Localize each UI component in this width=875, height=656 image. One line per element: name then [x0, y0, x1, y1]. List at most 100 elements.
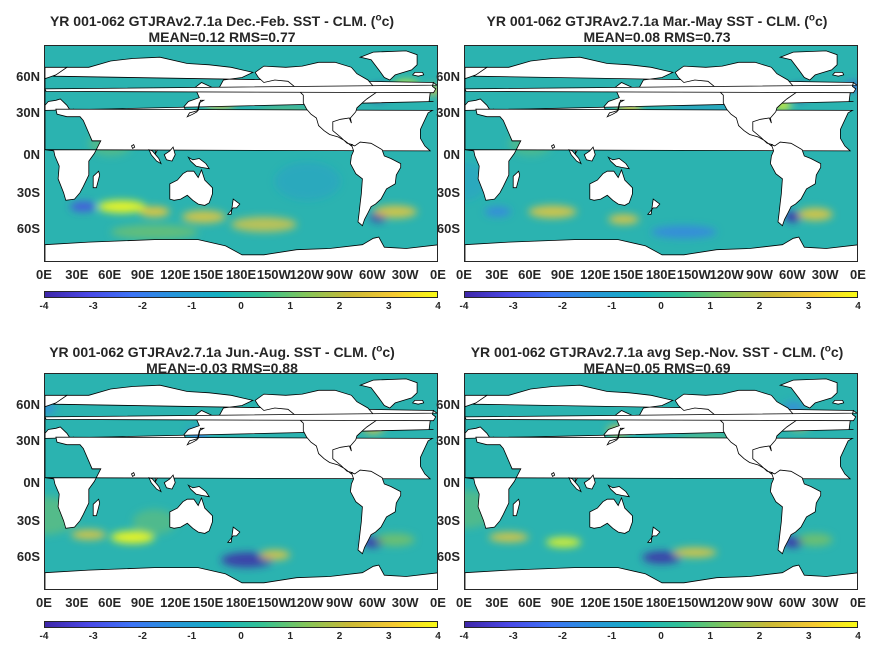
lon-tick-label: 120E [580, 267, 611, 282]
lat-tick-label: 0N [443, 475, 460, 490]
lon-tick-label: 180E [645, 267, 677, 282]
anomaly-patch [259, 549, 291, 561]
title-text: YR 001-062 GTJRAv2.7.1a Mar.-May SST - C… [486, 12, 809, 29]
lat-tick-label: 30N [16, 433, 40, 448]
lon-tick-label: 0E [36, 595, 52, 610]
land-mass [349, 141, 402, 227]
land-mass [607, 156, 631, 170]
anomaly-patch [484, 206, 511, 217]
land-mass [187, 484, 211, 498]
title-degree: o [376, 343, 383, 354]
lon-tick-label: 180E [225, 595, 257, 610]
lat-tick-label: 60N [436, 397, 460, 412]
lon-tick-label: 60E [518, 267, 542, 282]
panel-title: YR 001-062 GTJRAv2.7.1a Mar.-May SST - C… [437, 10, 875, 45]
lon-tick-label: 90W [746, 267, 773, 282]
colorbar-tick-label: -3 [88, 631, 98, 642]
lon-tick-label: 180E [645, 595, 677, 610]
land-mass [148, 477, 162, 493]
land-mass [512, 170, 521, 189]
colorbar-ticks: -4 -3 -2 -1 0 1 2 3 4 [460, 301, 861, 315]
land-mass [465, 81, 857, 94]
land-mass [831, 399, 845, 405]
lon-tick-label: 60W [778, 595, 806, 610]
lon-tick-label: 120W [289, 595, 324, 610]
title-line: YR 001-062 GTJRAv2.7.1a avg Sep.-Nov. SS… [471, 343, 844, 360]
lon-tick-label: 150E [192, 595, 224, 610]
anomaly-patch [672, 547, 717, 558]
land-mass [45, 564, 437, 589]
anomaly-patch [274, 162, 341, 201]
land-mass [465, 394, 489, 439]
land-mass [465, 66, 489, 111]
anomaly-patch [110, 224, 199, 240]
colorbar-tick-label: -1 [607, 301, 617, 312]
land-mass [550, 144, 556, 149]
land-mass [92, 498, 101, 517]
colorbar-tick-label: 1 [707, 631, 714, 642]
panel-title: YR 001-062 GTJRAv2.7.1a Dec.-Feb. SST - … [2, 10, 442, 45]
panel-title: YR 001-062 GTJRAv2.7.1a avg Sep.-Nov. SS… [437, 341, 875, 376]
map-plot-area [44, 373, 438, 590]
colorbar-tick-label: -4 [459, 301, 469, 312]
land-mass [169, 168, 213, 206]
land-mass [465, 409, 857, 422]
lon-tick-label: 120E [160, 595, 191, 610]
lat-tick-label: 0N [23, 475, 40, 490]
anomaly-patch [181, 210, 226, 224]
sst-map [45, 374, 437, 589]
lon-tick-label: 90W [326, 267, 353, 282]
land-mass [589, 168, 633, 206]
panel-stats: MEAN=-0.03 RMS=0.88 [146, 359, 298, 376]
lat-tick-label: 30S [16, 513, 40, 528]
land-mass [163, 146, 176, 162]
lat-tick-label: 60N [16, 69, 40, 84]
anomaly-patch [784, 211, 803, 222]
land-mass [583, 474, 596, 490]
land-mass [769, 141, 822, 227]
colorbar-tick-label: -3 [88, 301, 98, 312]
lon-tick-label: 30W [391, 595, 419, 610]
lon-tick-label: 90W [326, 595, 353, 610]
lon-tick-label: 180E [225, 267, 257, 282]
lat-tick-label: 60S [436, 221, 460, 236]
land-mass [358, 378, 418, 409]
lon-tick-label: 120W [289, 267, 324, 282]
land-mass [411, 399, 425, 405]
colorbar-tick-label: -4 [39, 301, 49, 312]
land-mass [589, 496, 633, 534]
lon-tick-label: 30E [485, 595, 509, 610]
lat-tick-label: 30N [436, 105, 460, 120]
colorbar-tick-label: 3 [385, 631, 392, 642]
land-mass [583, 146, 596, 162]
land-mass [186, 427, 206, 446]
title-line: YR 001-062 GTJRAv2.7.1a Jun.-Aug. SST - … [49, 343, 395, 360]
land-mass [45, 81, 437, 94]
anomaly-patch [797, 207, 833, 221]
map-plot-area [464, 45, 858, 262]
land-mass [45, 66, 69, 111]
lon-tick-label: 0E [430, 595, 446, 610]
anomaly-patch [528, 205, 577, 219]
land-mass [831, 71, 845, 77]
colorbar-tick-label: 1 [707, 301, 714, 312]
land-mass [45, 409, 437, 422]
land-mass [45, 108, 434, 201]
land-mass [130, 144, 136, 149]
lat-tick-label: 60S [16, 221, 40, 236]
land-mass [465, 564, 857, 589]
colorbar-tick-label: 0 [658, 631, 664, 642]
title-unit: c) [830, 343, 844, 360]
land-mass [226, 198, 241, 215]
lon-tick-label: 150W [256, 267, 291, 282]
land-mass [550, 472, 556, 477]
anomaly-patch [110, 530, 155, 544]
colorbar-tick-label: -1 [187, 301, 197, 312]
lon-tick-label: 30W [811, 595, 839, 610]
title-unit: c) [815, 12, 828, 29]
land-mass [465, 236, 857, 261]
lon-tick-label: 150W [676, 267, 711, 282]
land-mass [568, 149, 582, 165]
lon-tick-label: 0E [36, 267, 52, 282]
lat-tick-label: 60N [16, 397, 40, 412]
